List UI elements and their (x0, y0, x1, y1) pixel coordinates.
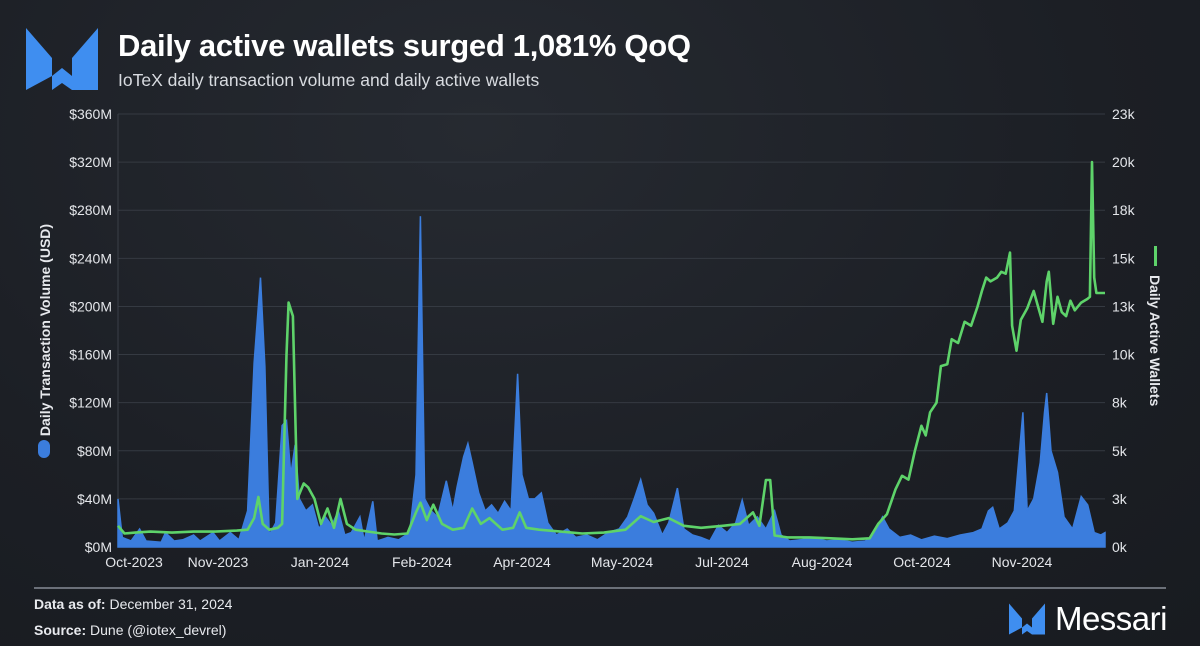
x-tick-label: Jul-2024 (695, 554, 749, 570)
footer-divider (34, 587, 1166, 589)
data-as-of-value: December 31, 2024 (109, 596, 233, 612)
y-left-label: Daily Transaction Volume (USD) (37, 224, 53, 436)
y-left-tick-label: $0M (85, 539, 112, 555)
x-tick-label: Feb-2024 (392, 554, 452, 570)
y-left-tick-label: $320M (69, 154, 112, 170)
x-tick-label: Aug-2024 (792, 554, 853, 570)
y-right-tick-label: 15k (1112, 250, 1136, 266)
y-right-tick-label: 18k (1112, 202, 1136, 218)
wallets-legend-marker (1154, 246, 1157, 266)
y-left-tick-label: $360M (69, 106, 112, 122)
y-left-tick-label: $160M (69, 347, 112, 363)
messari-logo (26, 28, 98, 95)
data-as-of: Data as of: December 31, 2024 (34, 596, 232, 612)
y-right-tick-label: 3k (1112, 491, 1128, 507)
volume-legend-marker (38, 440, 50, 458)
x-tick-label: Oct-2024 (893, 554, 951, 570)
y-right-tick-label: 20k (1112, 154, 1136, 170)
x-tick-label: Nov-2023 (188, 554, 249, 570)
chart-title: Daily active wallets surged 1,081% QoQ (118, 28, 691, 63)
y-left-tick-label: $80M (77, 443, 112, 459)
x-tick-label: Nov-2024 (992, 554, 1053, 570)
x-tick-label: Jan-2024 (291, 554, 350, 570)
y-right-label: Daily Active Wallets (1147, 275, 1163, 406)
y-right-tick-label: 8k (1112, 395, 1128, 411)
y-right-tick-label: 5k (1112, 443, 1128, 459)
source-label: Source: (34, 622, 87, 638)
y-left-tick-label: $120M (69, 395, 112, 411)
chart-subtitle: IoTeX daily transaction volume and daily… (118, 70, 540, 90)
y-right-tick-label: 0k (1112, 539, 1128, 555)
source: Source: Dune (@iotex_devrel) (34, 622, 226, 638)
x-tick-label: Oct-2023 (105, 554, 163, 570)
x-tick-label: May-2024 (591, 554, 653, 570)
brand-name: Messari (1054, 600, 1168, 637)
wallets-line-series (117, 160, 1105, 541)
x-tick-label: Apr-2024 (493, 554, 551, 570)
y-right-tick-label: 13k (1112, 298, 1136, 314)
brand: Messari (1008, 600, 1168, 638)
volume-area-series (117, 216, 1106, 548)
y-right-tick-label: 23k (1112, 106, 1136, 122)
y-left-tick-label: $40M (77, 491, 112, 507)
source-value: Dune (@iotex_devrel) (90, 622, 227, 638)
y-right-tick-label: 10k (1112, 347, 1136, 363)
y-left-tick-label: $280M (69, 202, 112, 218)
y-left-tick-label: $200M (69, 298, 112, 314)
y-left-tick-label: $240M (69, 250, 112, 266)
messari-logo-icon (26, 28, 98, 90)
messari-brand-icon (1008, 603, 1045, 635)
data-as-of-label: Data as of: (34, 596, 106, 612)
